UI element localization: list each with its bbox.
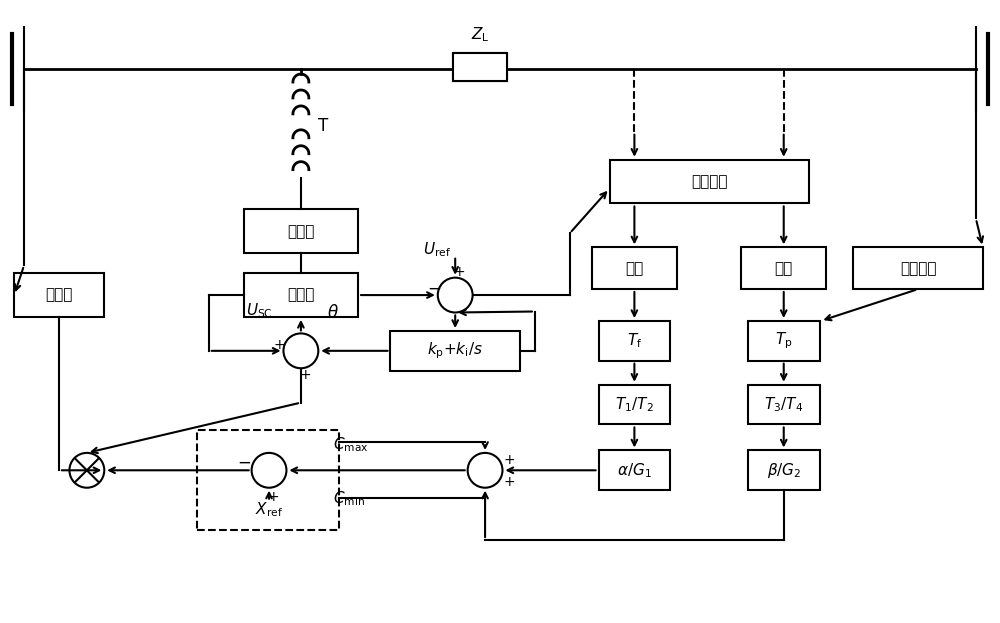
Text: $\theta$: $\theta$	[327, 304, 339, 322]
Text: +: +	[274, 338, 285, 352]
Text: $T_1/T_2$: $T_1/T_2$	[615, 395, 654, 414]
Bar	[599, 450, 670, 490]
Circle shape	[468, 453, 502, 488]
Text: $T_3/T_4$: $T_3/T_4$	[764, 395, 803, 414]
Text: $k_{\rm p}$$+k_{\rm i}/s$: $k_{\rm p}$$+k_{\rm i}/s$	[427, 341, 483, 361]
Text: T: T	[318, 117, 328, 135]
Bar	[741, 247, 826, 289]
Text: 锁相: 锁相	[775, 260, 793, 276]
Bar	[748, 321, 820, 361]
Text: 逆变器: 逆变器	[287, 288, 315, 303]
Text: +: +	[504, 475, 515, 489]
Bar	[453, 53, 507, 81]
Text: +: +	[267, 490, 279, 503]
Bar	[14, 273, 104, 317]
Text: $T_{\rm f}$: $T_{\rm f}$	[627, 331, 642, 350]
Bar	[610, 159, 809, 204]
Text: +: +	[453, 265, 465, 278]
Bar	[244, 209, 358, 254]
Bar	[748, 384, 820, 424]
Bar	[592, 247, 677, 289]
Text: 测量环节: 测量环节	[691, 174, 727, 189]
Text: $C_{\rm min}$: $C_{\rm min}$	[333, 489, 365, 508]
Text: $X_{\rm ref}$: $X_{\rm ref}$	[255, 500, 283, 519]
Circle shape	[283, 333, 318, 368]
Bar	[599, 384, 670, 424]
Text: $C_{\rm max}$: $C_{\rm max}$	[333, 435, 368, 454]
Text: $Z_{\rm L}$: $Z_{\rm L}$	[471, 25, 489, 44]
Circle shape	[69, 453, 104, 488]
Circle shape	[252, 453, 286, 488]
Bar	[853, 247, 983, 289]
Text: −: −	[238, 454, 252, 472]
Text: +: +	[299, 368, 311, 383]
Text: 调度信号: 调度信号	[900, 260, 936, 276]
Text: $U_{\rm SC}$: $U_{\rm SC}$	[246, 302, 272, 320]
Text: −: −	[427, 280, 441, 298]
Bar	[748, 450, 820, 490]
Bar	[244, 273, 358, 317]
Circle shape	[438, 278, 473, 313]
Bar	[390, 331, 520, 371]
Bar	[453, 53, 507, 81]
Text: $T_{\rm p}$: $T_{\rm p}$	[775, 331, 793, 351]
Text: 有效值: 有效值	[45, 288, 73, 303]
Text: $\beta/G_2$: $\beta/G_2$	[767, 461, 801, 480]
Text: $\alpha/G_1$: $\alpha/G_1$	[617, 461, 652, 480]
Bar	[197, 430, 339, 530]
Text: $U_{\rm ref}$: $U_{\rm ref}$	[423, 240, 451, 259]
Bar	[599, 321, 670, 361]
Text: 滤波器: 滤波器	[287, 224, 315, 239]
Text: 锁相: 锁相	[625, 260, 644, 276]
Text: +: +	[504, 454, 515, 467]
